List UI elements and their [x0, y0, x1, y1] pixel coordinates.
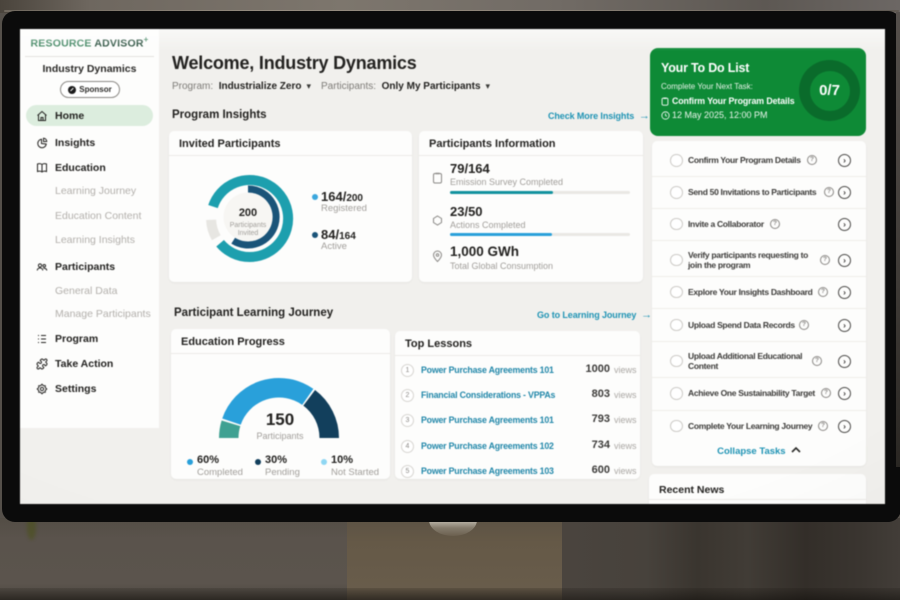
svg-text:Participants: Participants	[230, 222, 267, 229]
svg-text:Invited: Invited	[238, 230, 259, 237]
svg-text:200: 200	[239, 207, 257, 219]
